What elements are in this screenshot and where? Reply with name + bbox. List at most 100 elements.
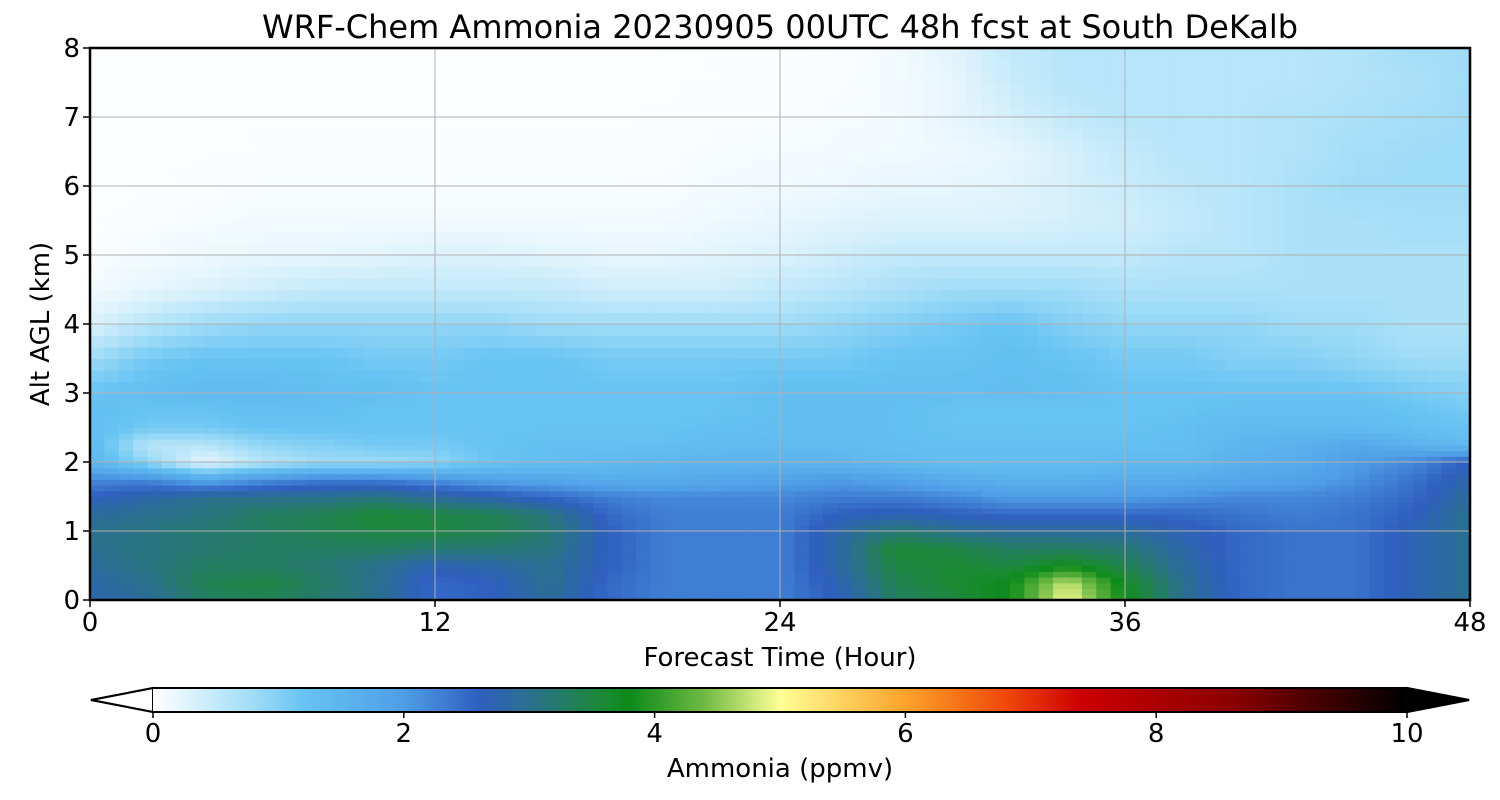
heatmap-cell	[593, 565, 609, 572]
heatmap-cell	[607, 519, 623, 526]
heatmap-cell	[823, 404, 839, 411]
heatmap-cell	[1038, 496, 1054, 503]
heatmap-cell	[435, 456, 450, 463]
heatmap-cell	[363, 404, 379, 411]
heatmap-cell	[118, 456, 134, 463]
heatmap-cell	[118, 582, 134, 590]
heatmap-cell	[1038, 398, 1054, 406]
heatmap-cell	[1441, 243, 1457, 256]
heatmap-cell	[1254, 513, 1270, 521]
heatmap-cell	[794, 404, 810, 411]
heatmap-cell	[578, 536, 594, 544]
heatmap-cell	[679, 421, 695, 429]
heatmap-cell	[1369, 416, 1385, 423]
heatmap-cell	[449, 577, 465, 584]
heatmap-cell	[837, 427, 853, 434]
heatmap-cell	[391, 220, 407, 233]
heatmap-cell	[320, 456, 335, 463]
heatmap-cell	[1081, 496, 1097, 503]
heatmap-cell	[621, 531, 637, 538]
heatmap-cell	[363, 582, 379, 590]
heatmap-cell	[1441, 508, 1457, 515]
heatmap-cell	[1225, 496, 1241, 503]
heatmap-cell	[564, 220, 580, 233]
heatmap-cell	[880, 444, 896, 452]
heatmap-cell	[1225, 450, 1241, 457]
heatmap-cell	[233, 416, 249, 423]
heatmap-cell	[190, 508, 206, 515]
heatmap-cell	[607, 433, 623, 440]
heatmap-cell	[794, 393, 810, 400]
heatmap-cell	[550, 398, 565, 406]
heatmap-cell	[736, 473, 752, 480]
heatmap-cell	[219, 324, 235, 337]
heatmap-cell	[636, 427, 652, 434]
heatmap-cell	[104, 531, 120, 538]
heatmap-cell	[1196, 571, 1212, 578]
heatmap-cell	[1240, 467, 1255, 475]
heatmap-cell	[550, 490, 565, 498]
heatmap-cell	[1283, 370, 1299, 383]
heatmap-cell	[636, 496, 652, 503]
heatmap-cell	[636, 278, 652, 291]
heatmap-cell	[550, 301, 565, 314]
heatmap-cell	[190, 243, 206, 256]
heatmap-cell	[377, 416, 393, 423]
heatmap-cell	[1196, 496, 1212, 503]
heatmap-cell	[909, 255, 925, 268]
heatmap-cell	[348, 519, 364, 526]
heatmap-cell	[521, 324, 537, 337]
heatmap-cell	[837, 358, 853, 371]
heatmap-cell	[190, 554, 206, 561]
heatmap-cell	[765, 462, 781, 469]
heatmap-cell	[449, 278, 465, 291]
heatmap-cell	[205, 421, 220, 429]
heatmap-cell	[391, 232, 407, 245]
heatmap-cell	[1153, 479, 1169, 486]
heatmap-cell	[248, 404, 264, 411]
heatmap-cell	[334, 450, 350, 457]
heatmap-cell	[147, 347, 163, 360]
heatmap-cell	[650, 289, 666, 302]
heatmap-cell	[1254, 370, 1270, 383]
heatmap-cell	[363, 554, 379, 561]
heatmap-cell	[449, 559, 465, 567]
heatmap-cell	[377, 519, 393, 526]
heatmap-cell	[895, 358, 910, 371]
heatmap-cell	[176, 398, 192, 406]
heatmap-cell	[492, 301, 508, 314]
heatmap-cell	[377, 427, 393, 434]
heatmap-cell	[708, 559, 724, 567]
heatmap-cell	[262, 312, 278, 325]
heatmap-cell	[219, 542, 235, 549]
heatmap-cell	[1010, 444, 1025, 452]
heatmap-cell	[780, 536, 795, 544]
heatmap-cell	[205, 347, 220, 360]
heatmap-cell	[1211, 508, 1227, 515]
heatmap-cell	[478, 456, 494, 463]
heatmap-cell	[435, 502, 450, 509]
heatmap-cell	[765, 278, 781, 291]
heatmap-cell	[1441, 496, 1457, 503]
heatmap-cell	[1268, 565, 1284, 572]
heatmap-cell	[794, 513, 810, 521]
heatmap-cell	[851, 508, 867, 515]
heatmap-cell	[938, 525, 954, 532]
heatmap-cell	[708, 485, 724, 492]
heatmap-cell	[550, 381, 565, 394]
heatmap-cell	[794, 301, 810, 314]
heatmap-cell	[1355, 577, 1370, 584]
heatmap-cell	[262, 531, 278, 538]
heatmap-cell	[161, 324, 177, 337]
heatmap-cell	[1139, 410, 1155, 417]
heatmap-cell	[377, 324, 393, 337]
heatmap-cell	[693, 467, 709, 475]
heatmap-cell	[1355, 301, 1370, 314]
heatmap-cell	[1182, 559, 1198, 567]
heatmap-cell	[938, 404, 954, 411]
heatmap-cell	[880, 427, 896, 434]
heatmap-cell	[118, 301, 134, 314]
heatmap-cell	[794, 255, 810, 268]
heatmap-cell	[334, 421, 350, 429]
heatmap-cell	[1426, 588, 1442, 595]
